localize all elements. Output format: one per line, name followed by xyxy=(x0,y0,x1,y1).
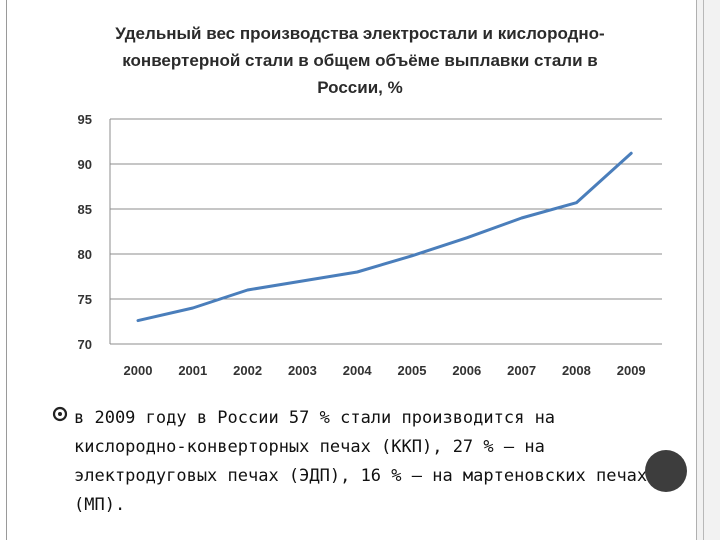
slide-frame-left xyxy=(6,0,7,540)
y-tick-label: 80 xyxy=(78,247,92,262)
bullet-circle-icon xyxy=(52,406,68,422)
bullet-text: в 2009 году в России 57 % стали производ… xyxy=(74,408,648,515)
x-tick-label: 2004 xyxy=(343,363,373,378)
y-tick-label: 75 xyxy=(78,292,92,307)
chart-title: Удельный вес производства электростали и… xyxy=(115,24,605,97)
x-tick-label: 2003 xyxy=(288,363,317,378)
x-tick-label: 2006 xyxy=(452,363,481,378)
decorative-circle xyxy=(645,450,687,492)
y-tick-label: 90 xyxy=(78,157,92,172)
series-line xyxy=(136,151,633,323)
x-tick-label: 2008 xyxy=(562,363,591,378)
slide-frame-right xyxy=(696,0,720,540)
x-tick-label: 2005 xyxy=(398,363,427,378)
x-tick-label: 2007 xyxy=(507,363,536,378)
y-tick-label: 95 xyxy=(78,112,92,127)
x-tick-label: 2001 xyxy=(178,363,207,378)
x-tick-label: 2002 xyxy=(233,363,262,378)
grid-lines xyxy=(109,118,662,345)
x-tick-label: 2009 xyxy=(617,363,646,378)
y-axis-tick-labels: 70 75 80 85 90 95 xyxy=(78,112,92,352)
y-tick-label: 85 xyxy=(78,202,92,217)
x-axis-tick-labels: 2000 2001 2002 2003 2004 2005 2006 2007 2008 2009 xyxy=(124,363,646,378)
x-tick-label: 2000 xyxy=(124,363,153,378)
series-group xyxy=(136,151,633,323)
y-tick-label: 70 xyxy=(78,337,92,352)
